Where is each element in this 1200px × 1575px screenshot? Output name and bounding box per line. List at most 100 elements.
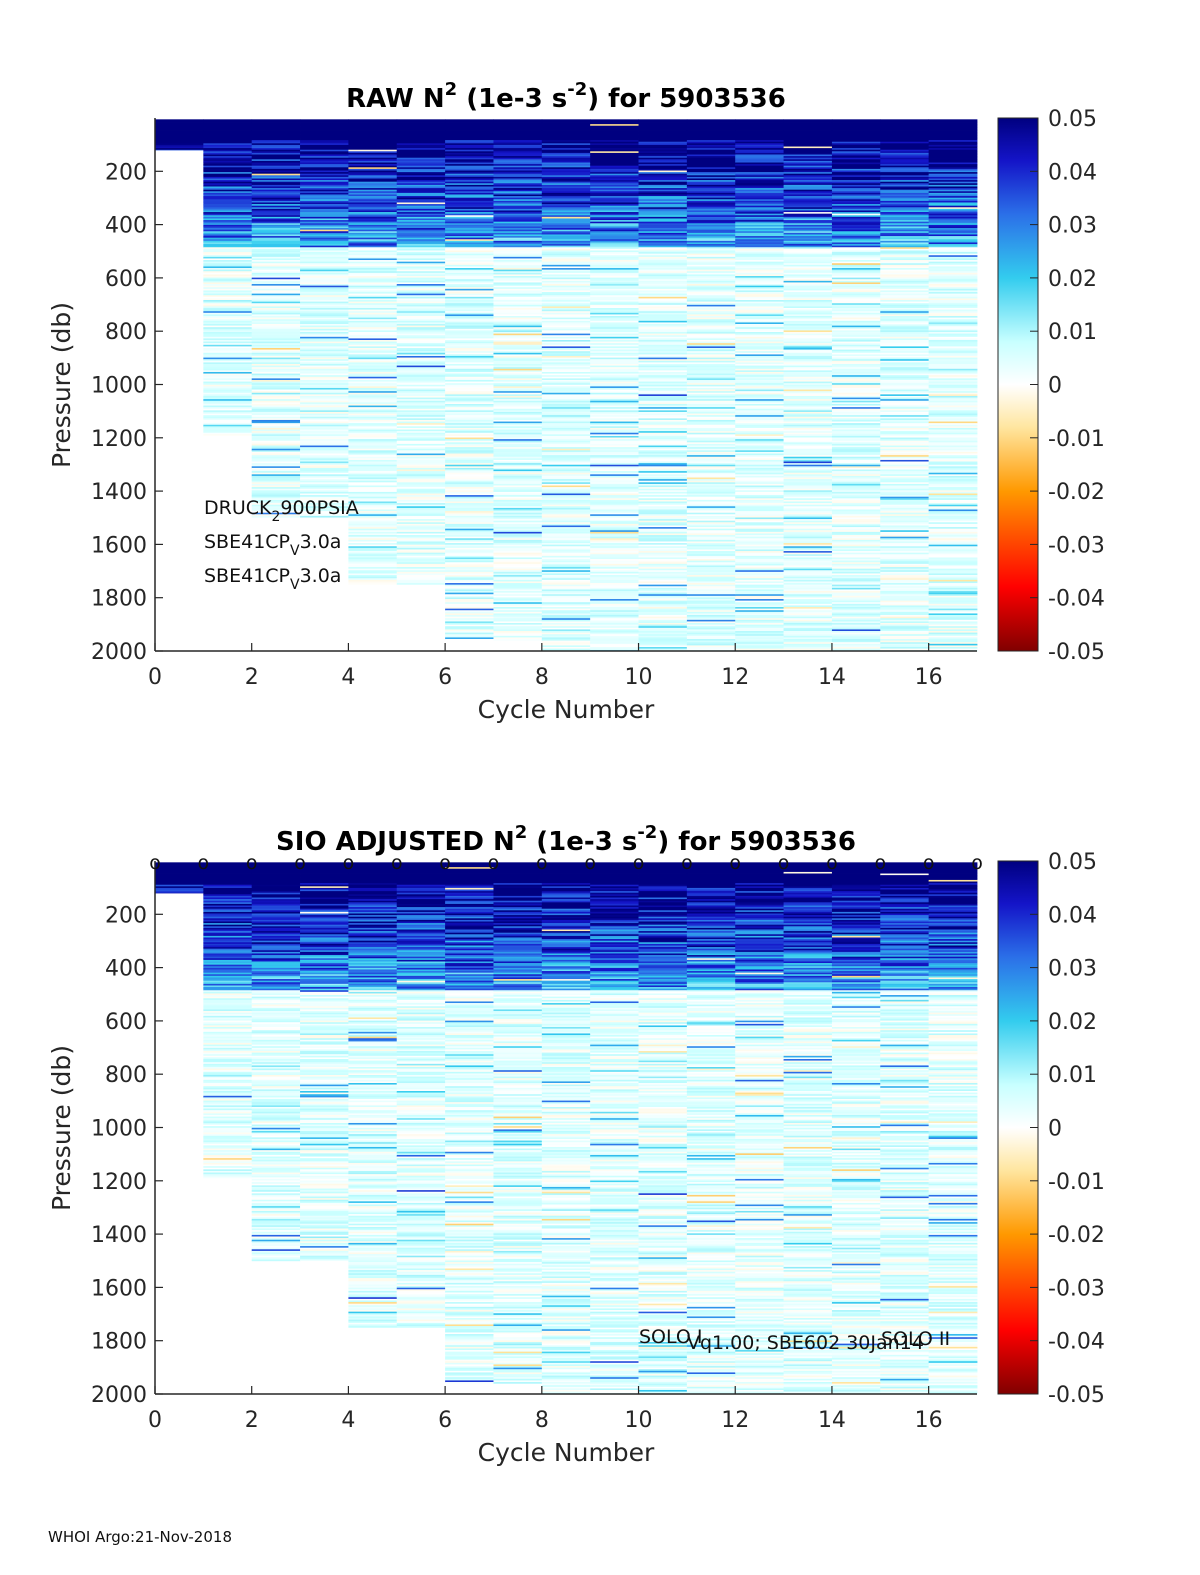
heatmap-cell xyxy=(396,480,446,483)
heatmap-cell xyxy=(735,292,784,295)
heatmap-cell xyxy=(735,232,784,235)
heatmap-cell xyxy=(445,605,494,608)
heatmap-cell xyxy=(541,263,591,266)
heatmap-cell xyxy=(541,125,591,128)
heatmap-cell xyxy=(203,180,253,183)
heatmap-cell xyxy=(541,204,591,207)
heatmap-cell xyxy=(880,192,930,195)
heatmap-cell xyxy=(203,119,253,122)
heatmap-cell xyxy=(493,616,543,619)
heatmap-cell xyxy=(590,541,639,544)
heatmap-cell xyxy=(300,461,349,464)
heatmap-cell xyxy=(928,528,978,531)
heatmap-cell xyxy=(686,319,736,322)
heatmap-cell xyxy=(590,296,639,299)
heatmap-cell xyxy=(880,426,930,429)
heatmap-cell xyxy=(493,368,543,371)
heatmap-cell xyxy=(590,304,639,307)
heatmap-cell xyxy=(638,250,688,253)
heatmap-cell xyxy=(880,458,930,461)
heatmap-cell xyxy=(783,133,833,136)
heatmap-cell xyxy=(638,191,688,194)
heatmap-cell xyxy=(541,392,591,395)
heatmap-cell xyxy=(928,643,978,646)
heatmap-cell xyxy=(686,239,736,242)
heatmap-cell xyxy=(348,191,398,194)
heatmap-cell xyxy=(493,527,543,530)
heatmap-cell xyxy=(396,125,446,128)
heatmap-cell xyxy=(590,295,639,298)
heatmap-cell xyxy=(880,394,930,397)
heatmap-cell xyxy=(831,490,881,493)
heatmap-cell xyxy=(590,482,639,485)
heatmap-cell xyxy=(735,472,784,475)
heatmap-cell xyxy=(493,456,543,459)
heatmap-cell xyxy=(251,167,301,170)
heatmap-cell xyxy=(735,130,784,133)
heatmap-cell xyxy=(638,517,688,520)
heatmap-cell xyxy=(445,220,494,223)
heatmap-cell xyxy=(493,555,543,558)
heatmap-cell xyxy=(783,212,833,215)
heatmap-cell xyxy=(880,125,930,128)
heatmap-cell xyxy=(541,645,591,648)
heatmap-cell xyxy=(445,261,494,264)
heatmap-cell xyxy=(445,304,494,307)
heatmap-cell xyxy=(300,383,349,386)
heatmap-cell xyxy=(590,480,639,483)
heatmap-cell xyxy=(203,304,253,307)
heatmap-cell xyxy=(203,186,253,189)
heatmap-cell xyxy=(203,240,253,243)
heatmap-cell xyxy=(686,563,736,566)
heatmap-cell xyxy=(396,448,446,451)
heatmap-cell xyxy=(493,373,543,376)
heatmap-cell xyxy=(300,324,349,326)
heatmap-cell xyxy=(735,552,784,555)
heatmap-cell xyxy=(590,133,639,136)
heatmap-cell xyxy=(300,367,349,370)
heatmap-cell xyxy=(638,411,688,414)
heatmap-cell xyxy=(783,285,833,288)
heatmap-cell xyxy=(880,181,930,184)
heatmap-cell xyxy=(348,515,398,518)
heatmap-cell xyxy=(251,300,301,303)
heatmap-cell xyxy=(686,624,736,627)
heatmap-cell xyxy=(831,568,881,571)
heatmap-cell xyxy=(590,352,639,355)
heatmap-cell xyxy=(783,152,833,155)
heatmap-cell xyxy=(203,226,253,229)
heatmap-cell xyxy=(396,319,446,322)
heatmap-cell xyxy=(396,247,446,250)
heatmap-cell xyxy=(880,119,930,122)
heatmap-cell xyxy=(880,303,930,306)
heatmap-cell xyxy=(783,509,833,512)
heatmap-cell xyxy=(686,634,736,637)
heatmap-cell xyxy=(300,231,349,234)
heatmap-cell xyxy=(590,186,639,189)
heatmap-cell xyxy=(396,451,446,454)
heatmap-cell xyxy=(735,237,784,240)
heatmap-cell xyxy=(735,160,784,163)
heatmap-cell xyxy=(590,477,639,480)
heatmap-cell xyxy=(493,493,543,496)
heatmap-cell xyxy=(251,135,301,138)
heatmap-cell xyxy=(590,363,639,366)
heatmap-cell xyxy=(590,597,639,600)
heatmap-cell xyxy=(590,531,639,534)
heatmap-cell xyxy=(735,346,784,349)
heatmap-cell xyxy=(831,159,881,162)
heatmap-cell xyxy=(251,156,301,159)
heatmap-cell xyxy=(396,162,446,165)
heatmap-cell xyxy=(493,501,543,504)
heatmap-cell xyxy=(880,263,930,266)
heatmap-cell xyxy=(880,260,930,263)
heatmap-cell xyxy=(300,236,349,239)
heatmap-cell xyxy=(445,192,494,195)
heatmap-cell xyxy=(590,397,639,400)
heatmap-cell xyxy=(493,608,543,611)
heatmap-cell xyxy=(493,535,543,538)
heatmap-cell xyxy=(203,387,253,390)
heatmap-cell xyxy=(348,124,398,127)
heatmap-cell xyxy=(783,391,833,394)
heatmap-cell xyxy=(300,464,349,467)
